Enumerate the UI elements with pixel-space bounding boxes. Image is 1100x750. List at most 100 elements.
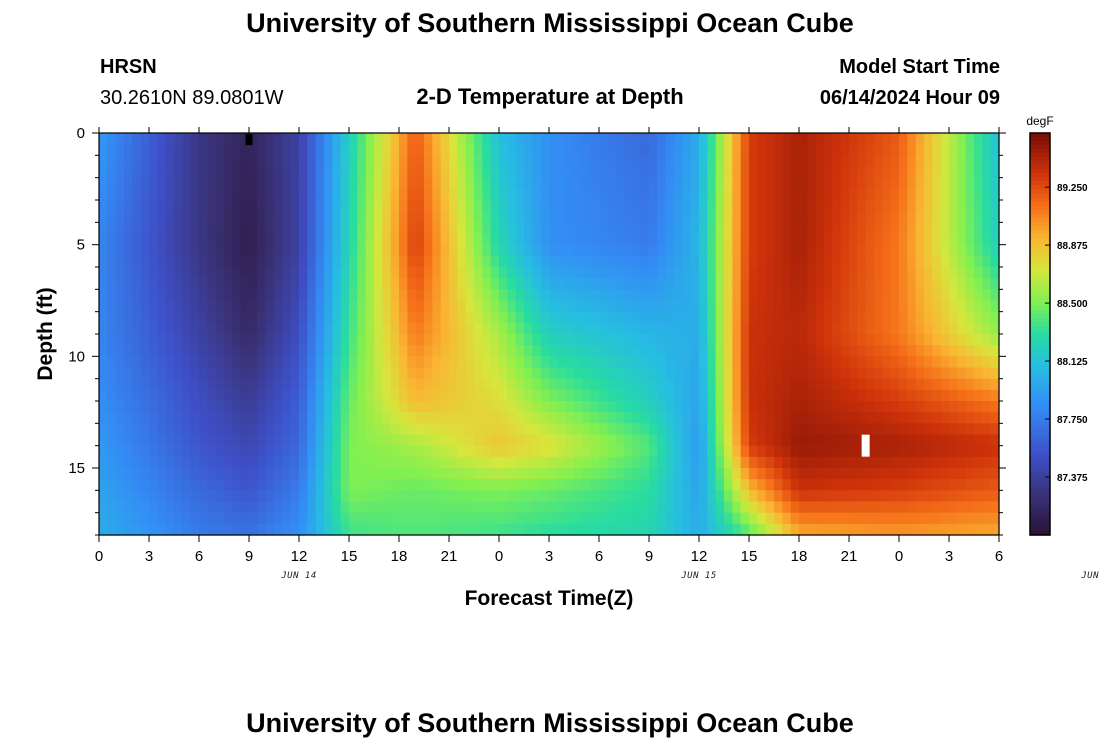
heatmap-cell [890,177,900,190]
heatmap-cell [949,289,958,302]
heatmap-cell [974,166,983,179]
heatmap-cell [265,188,275,201]
heatmap-cell [599,289,608,302]
heatmap-cell [940,456,950,469]
heatmap-cell [482,490,492,503]
heatmap-cell [174,479,183,491]
heatmap-cell [149,378,158,391]
heatmap-cell [115,244,125,257]
colorbar-band [1030,350,1050,355]
heatmap-cell [865,434,875,447]
heatmap-cell [640,501,650,514]
heatmap-cell [165,367,175,380]
heatmap-cell [390,200,400,212]
colorbar-band [1030,426,1050,432]
heatmap-cell [549,177,558,190]
heatmap-cell [440,300,450,313]
heatmap-cell [474,155,483,168]
heatmap-cell [440,177,450,190]
heatmap-cell [249,445,258,458]
heatmap-cell [99,378,108,391]
heatmap-cell [99,468,108,480]
x-tick-label: 18 [391,548,408,565]
heatmap-cell [674,512,683,525]
heatmap-cell [265,278,275,290]
heatmap-cell [290,345,300,357]
heatmap-cell [407,289,417,302]
heatmap-cell [982,479,992,491]
heatmap-cell [340,144,350,156]
heatmap-cell [790,289,800,302]
heatmap-cell [774,233,783,246]
heatmap-cell [615,367,625,380]
heatmap-cell [315,244,325,257]
heatmap-cell [949,144,958,156]
heatmap-cell [924,356,933,369]
heatmap-cell [840,166,850,179]
heatmap-cell [824,322,833,335]
heatmap-cell [815,166,825,179]
heatmap-cell [349,367,358,380]
heatmap-cell [840,445,850,458]
heatmap-cell [624,133,633,145]
heatmap-cell [840,334,850,346]
heatmap-cell [415,445,425,458]
heatmap-cell [332,445,342,458]
heatmap-cell [407,468,417,480]
heatmap-cell [174,378,183,391]
heatmap-cell [657,177,667,190]
heatmap-cell [482,188,492,201]
heatmap-cell [299,434,308,447]
heatmap-cell [857,334,867,346]
heatmap-cell [790,389,800,402]
heatmap-cell [149,401,158,413]
heatmap-cell [840,501,850,514]
heatmap-cell [674,300,683,313]
heatmap-cell [265,423,275,436]
heatmap-cell [899,468,908,480]
heatmap-cell [582,468,592,480]
heatmap-cell [665,345,675,357]
heatmap-cell [349,345,358,357]
heatmap-cell [915,311,925,324]
heatmap-cell [240,389,250,402]
heatmap-cell [382,367,392,380]
heatmap-cell [440,278,450,290]
heatmap-cell [474,322,483,335]
heatmap-cell [274,445,283,458]
heatmap-cell [674,233,683,246]
heatmap-cell [274,367,283,380]
heatmap-cell [382,289,392,302]
heatmap-cell [990,423,1000,436]
heatmap-cell [532,490,542,503]
heatmap-cell [374,423,383,436]
heatmap-cell [557,468,567,480]
heatmap-cell [432,200,442,212]
heatmap-cell [590,401,600,413]
heatmap-cell [107,345,117,357]
heatmap-cell [524,166,533,179]
heatmap-cell [282,244,292,257]
heatmap-cell [274,166,283,179]
heatmap-cell [165,334,175,346]
heatmap-cell [657,200,667,212]
heatmap-cell [549,267,558,279]
heatmap-cell [707,233,717,246]
heatmap-cell [949,322,958,335]
heatmap-cell [749,255,758,268]
heatmap-cell [540,512,550,525]
heatmap-cell [582,434,592,447]
heatmap-cell [315,523,325,536]
heatmap-cell [599,367,608,380]
heatmap-cell [399,523,408,536]
colorbar-band [1030,133,1050,138]
heatmap-cell [499,211,508,223]
heatmap-cell [549,378,558,391]
heatmap-cell [890,334,900,346]
heatmap-cell [532,300,542,313]
heatmap-cell [874,222,883,235]
heatmap-cell [124,523,133,536]
heatmap-cell [515,322,525,335]
heatmap-cell [532,445,542,458]
heatmap-cell [790,401,800,413]
